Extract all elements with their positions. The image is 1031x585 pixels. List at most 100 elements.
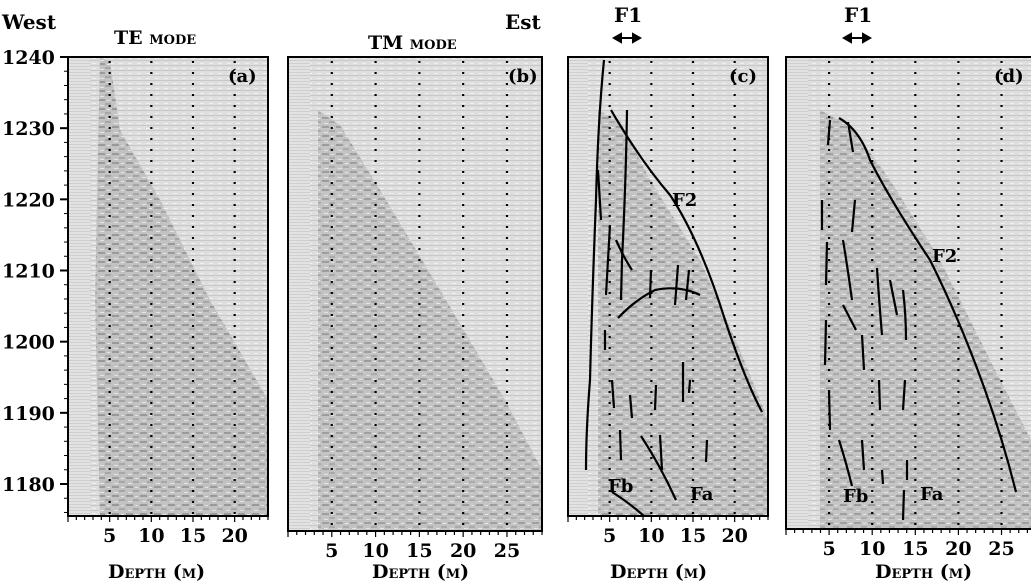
y-tick-label: 1240 bbox=[2, 47, 55, 69]
panel-a: TE mode (a) 5 10 15 20 Depth (m) bbox=[67, 27, 269, 583]
x-tick-label: 5 bbox=[603, 525, 616, 547]
panel-a-surface-band bbox=[68, 57, 90, 516]
panel-c-f1-arrow bbox=[611, 32, 643, 44]
panel-c-fault-c bbox=[614, 239, 633, 271]
panel-d-frame bbox=[785, 56, 1031, 530]
panel-d-fault-e bbox=[841, 239, 854, 301]
y-tick-label: 1220 bbox=[2, 189, 55, 211]
panel-c-fault-a bbox=[596, 169, 603, 221]
est-label: Est bbox=[505, 10, 542, 34]
panel-c-label: (c) bbox=[729, 66, 757, 87]
panel-c-fault-e bbox=[673, 264, 680, 306]
panel-c-surface-band bbox=[568, 57, 588, 516]
panel-c-fault-f bbox=[684, 269, 691, 301]
panel-b-grid bbox=[330, 61, 509, 529]
x-tick-label: 20 bbox=[450, 540, 476, 562]
panel-c-fault-left bbox=[584, 59, 606, 471]
panel-c-fault-o bbox=[640, 435, 678, 501]
panel-d-fault-p bbox=[860, 439, 866, 471]
panel-d-annot-f2: F2 bbox=[932, 246, 957, 267]
y-axis-ticks: 1240 1230 1220 1210 1200 1190 1180 bbox=[2, 47, 68, 513]
panel-c-fault-b bbox=[604, 224, 612, 296]
panel-b-frame bbox=[287, 56, 543, 532]
west-label: West bbox=[1, 10, 57, 34]
panel-c-fault-lines bbox=[584, 59, 763, 517]
panel-c-fault-r bbox=[611, 491, 645, 517]
x-tick-label: 5 bbox=[103, 525, 116, 547]
panel-c-fault-m bbox=[687, 379, 692, 394]
panel-d-fault-k bbox=[860, 334, 866, 371]
x-tick-label: 15 bbox=[406, 540, 432, 562]
x-tick-label: 25 bbox=[988, 538, 1014, 560]
panel-d-fault-m bbox=[901, 379, 907, 411]
y-tick-label: 1210 bbox=[2, 261, 55, 283]
panel-b-x-ticks: 5 10 15 20 25 bbox=[287, 531, 543, 562]
panel-d-fault-i bbox=[842, 304, 857, 331]
panel-a-xlabel: Depth (m) bbox=[108, 561, 205, 583]
panel-c: F1 bbox=[567, 3, 769, 583]
x-tick-label: 20 bbox=[721, 525, 747, 547]
panel-d-fault-left bbox=[826, 119, 832, 146]
panel-d-fault-f bbox=[875, 267, 884, 336]
panel-b-texture bbox=[318, 110, 542, 531]
panel-d-fault-d bbox=[850, 199, 857, 233]
panel-d-annot-fa: Fa bbox=[920, 484, 944, 505]
panel-d-surface-band bbox=[786, 57, 808, 529]
panel-c-annot-f2: F2 bbox=[672, 190, 697, 211]
y-tick-label: 1180 bbox=[2, 474, 55, 496]
panel-b-label: (b) bbox=[508, 66, 538, 87]
panel-a-label: (a) bbox=[228, 66, 257, 87]
panel-d-fault-l bbox=[877, 379, 882, 411]
panel-b-xlabel: Depth (m) bbox=[372, 561, 469, 583]
x-tick-label: 10 bbox=[362, 540, 388, 562]
panel-d-f1-marker: F1 bbox=[844, 3, 872, 27]
x-tick-label: 10 bbox=[138, 525, 164, 547]
panel-d-annot-fb: Fb bbox=[843, 486, 868, 507]
panel-d-fault-o bbox=[837, 439, 854, 487]
x-tick-label: 5 bbox=[325, 540, 338, 562]
panel-c-fault-n bbox=[618, 429, 623, 461]
x-tick-label: 15 bbox=[680, 525, 706, 547]
panel-d-fault-f2 bbox=[838, 117, 1018, 493]
panel-a-x-ticks: 5 10 15 20 bbox=[67, 516, 269, 547]
panel-d-fault-s bbox=[901, 489, 906, 521]
panel-c-fault-f2 bbox=[610, 109, 763, 413]
panel-d-fault-j bbox=[823, 319, 828, 366]
panel-c-fault-k bbox=[653, 384, 658, 411]
panel-d-fault-c bbox=[824, 241, 829, 286]
x-tick-label: 10 bbox=[859, 538, 885, 560]
x-tick-label: 20 bbox=[945, 538, 971, 560]
panel-c-annot-fb: Fb bbox=[608, 476, 633, 497]
panel-a-title: TE mode bbox=[114, 27, 196, 49]
panel-d-fault-lines bbox=[820, 117, 1018, 521]
panel-d-label: (d) bbox=[994, 66, 1024, 87]
panel-d-fault-q bbox=[880, 469, 885, 485]
panel-c-f1-marker: F1 bbox=[614, 3, 642, 27]
panel-b: TM mode (b) 5 10 15 20 25 Depth (m) bbox=[287, 32, 543, 583]
panel-c-texture bbox=[598, 110, 768, 516]
x-tick-label: 25 bbox=[494, 540, 520, 562]
panel-c-fault-j bbox=[628, 394, 634, 419]
x-tick-label: 15 bbox=[180, 525, 206, 547]
panel-c-fault-p bbox=[658, 434, 664, 471]
panel-b-surface-band bbox=[288, 57, 310, 531]
panel-d-fault-h bbox=[901, 289, 908, 341]
panel-c-fault-g bbox=[617, 287, 701, 319]
panel-c-fault-i bbox=[610, 379, 616, 409]
panel-d-fault-g bbox=[888, 279, 899, 316]
panel-d-fault-n bbox=[827, 389, 832, 431]
panel-c-x-ticks: 5 10 15 20 bbox=[567, 516, 769, 547]
y-tick-label: 1230 bbox=[2, 118, 55, 140]
panel-d-f1-arrow bbox=[841, 32, 873, 44]
panel-b-title: TM mode bbox=[368, 32, 457, 54]
panel-d-grid bbox=[828, 61, 1003, 527]
x-tick-label: 15 bbox=[902, 538, 928, 560]
panel-d-x-ticks: 5 10 15 20 25 bbox=[785, 529, 1028, 560]
panel-c-annot-fa: Fa bbox=[690, 484, 714, 505]
x-tick-label: 20 bbox=[221, 525, 247, 547]
y-tick-label: 1190 bbox=[2, 403, 55, 425]
x-tick-label: 10 bbox=[638, 525, 664, 547]
panel-c-fault-q bbox=[704, 439, 709, 463]
panel-a-texture bbox=[95, 57, 268, 516]
panel-d-xlabel: Depth (m) bbox=[875, 561, 972, 583]
